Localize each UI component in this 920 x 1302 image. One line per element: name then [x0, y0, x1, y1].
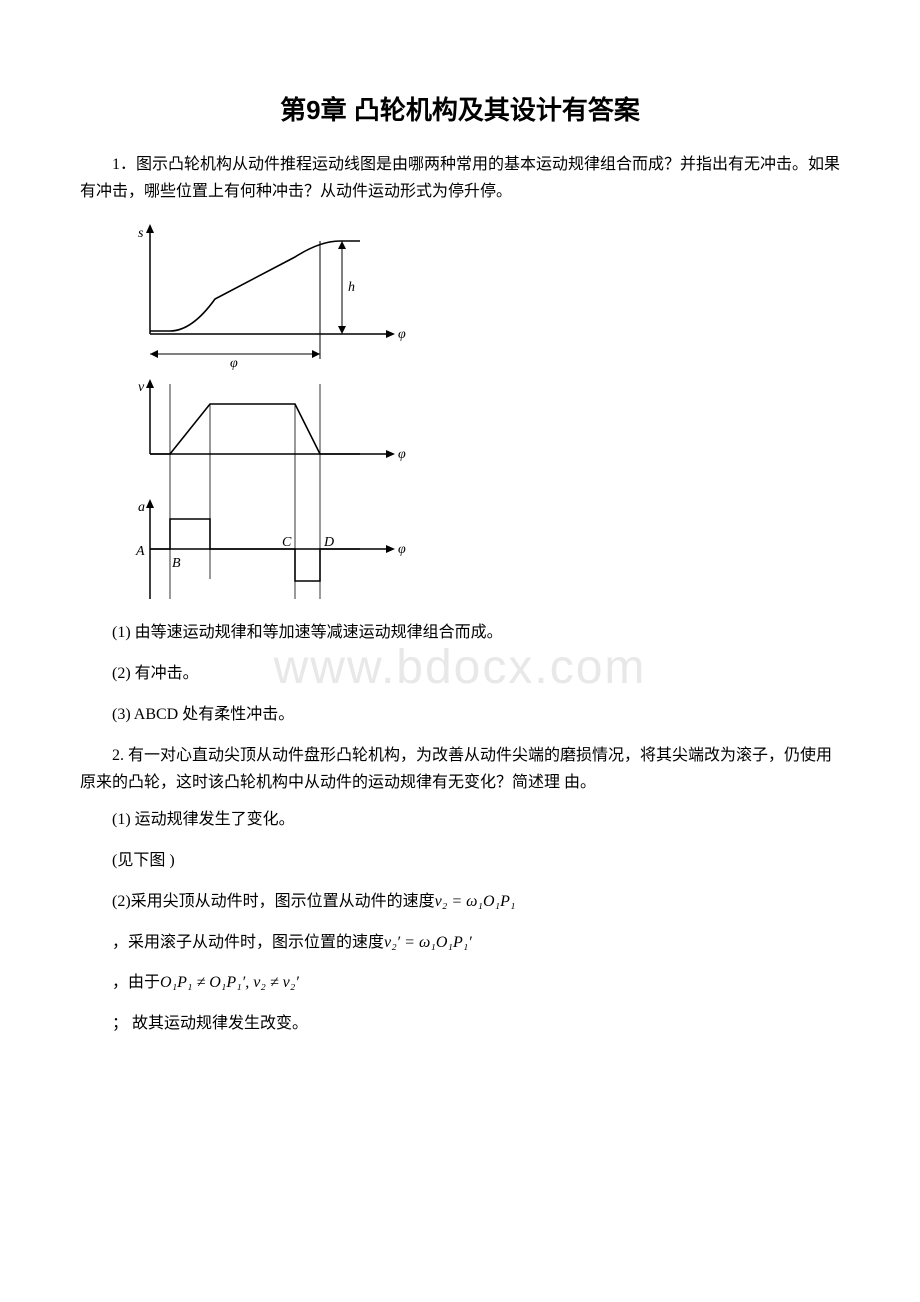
a-phi-plot: a φ A B C D [135, 499, 406, 599]
phi-axis-label-2: φ [398, 447, 406, 462]
s-phi-plot: s φ h φ [138, 224, 406, 371]
q1-answer-2: (2) 有冲击。 [80, 660, 840, 689]
q2-answer-2: (见下图 ) [80, 847, 840, 876]
point-d-label: D [323, 535, 334, 550]
q2-answer-1: (1) 运动规律发生了变化。 [80, 806, 840, 835]
q2-a4-prefix: ，采用滚子从动件时，图示位置的速度 [112, 934, 384, 951]
a-axis-label: a [138, 500, 145, 515]
question-2-text: 2. 有一对心直动尖顶从动件盘形凸轮机构，为改善从动件尖端的磨损情况，将其尖端改… [80, 742, 840, 796]
phi-axis-label-3: φ [398, 542, 406, 557]
q2-a3-prefix: (2)采用尖顶从动件时，图示位置从动件的速度 [112, 893, 435, 910]
q2-answer-6: ； 故其运动规律发生改变。 [80, 1010, 840, 1039]
q2-answer-5: ，由于O₁P₁ ≠ O₁P₁′, v₂ ≠ v₂′ [80, 969, 840, 998]
point-c-label: C [282, 535, 292, 550]
q1-answer-1: (1) 由等速运动规律和等加速等减速运动规律组合而成。 [80, 619, 840, 648]
s-axis-label: s [138, 226, 144, 241]
q2-a5-formula: O₁P₁ ≠ O₁P₁′, v₂ ≠ v₂′ [160, 974, 299, 991]
q2-a4-formula: v₂′ = ω₁O₁P₁′ [384, 934, 472, 951]
motion-diagram: s φ h φ [120, 219, 840, 599]
phi-span-label: φ [230, 356, 238, 371]
h-label: h [348, 280, 355, 295]
chapter-title: 第9章 凸轮机构及其设计有答案 [80, 90, 840, 127]
point-b-label: B [172, 556, 181, 571]
question-1-text: 1．图示凸轮机构从动件推程运动线图是由哪两种常用的基本运动规律组合而成？并指出有… [80, 151, 840, 205]
document-content: 第9章 凸轮机构及其设计有答案 1．图示凸轮机构从动件推程运动线图是由哪两种常用… [80, 90, 840, 1039]
q2-answer-3: (2)采用尖顶从动件时，图示位置从动件的速度v₂ = ω₁O₁P₁ [80, 888, 840, 917]
q2-answer-4: ，采用滚子从动件时，图示位置的速度v₂′ = ω₁O₁P₁′ [80, 929, 840, 958]
q2-a5-prefix: ，由于 [112, 975, 160, 992]
q1-answer-3: (3) ABCD 处有柔性冲击。 [80, 701, 840, 730]
phi-axis-label-1: φ [398, 327, 406, 342]
point-a-label: A [135, 544, 145, 559]
q2-a3-formula: v₂ = ω₁O₁P₁ [435, 893, 516, 910]
v-axis-label: v [138, 380, 145, 395]
